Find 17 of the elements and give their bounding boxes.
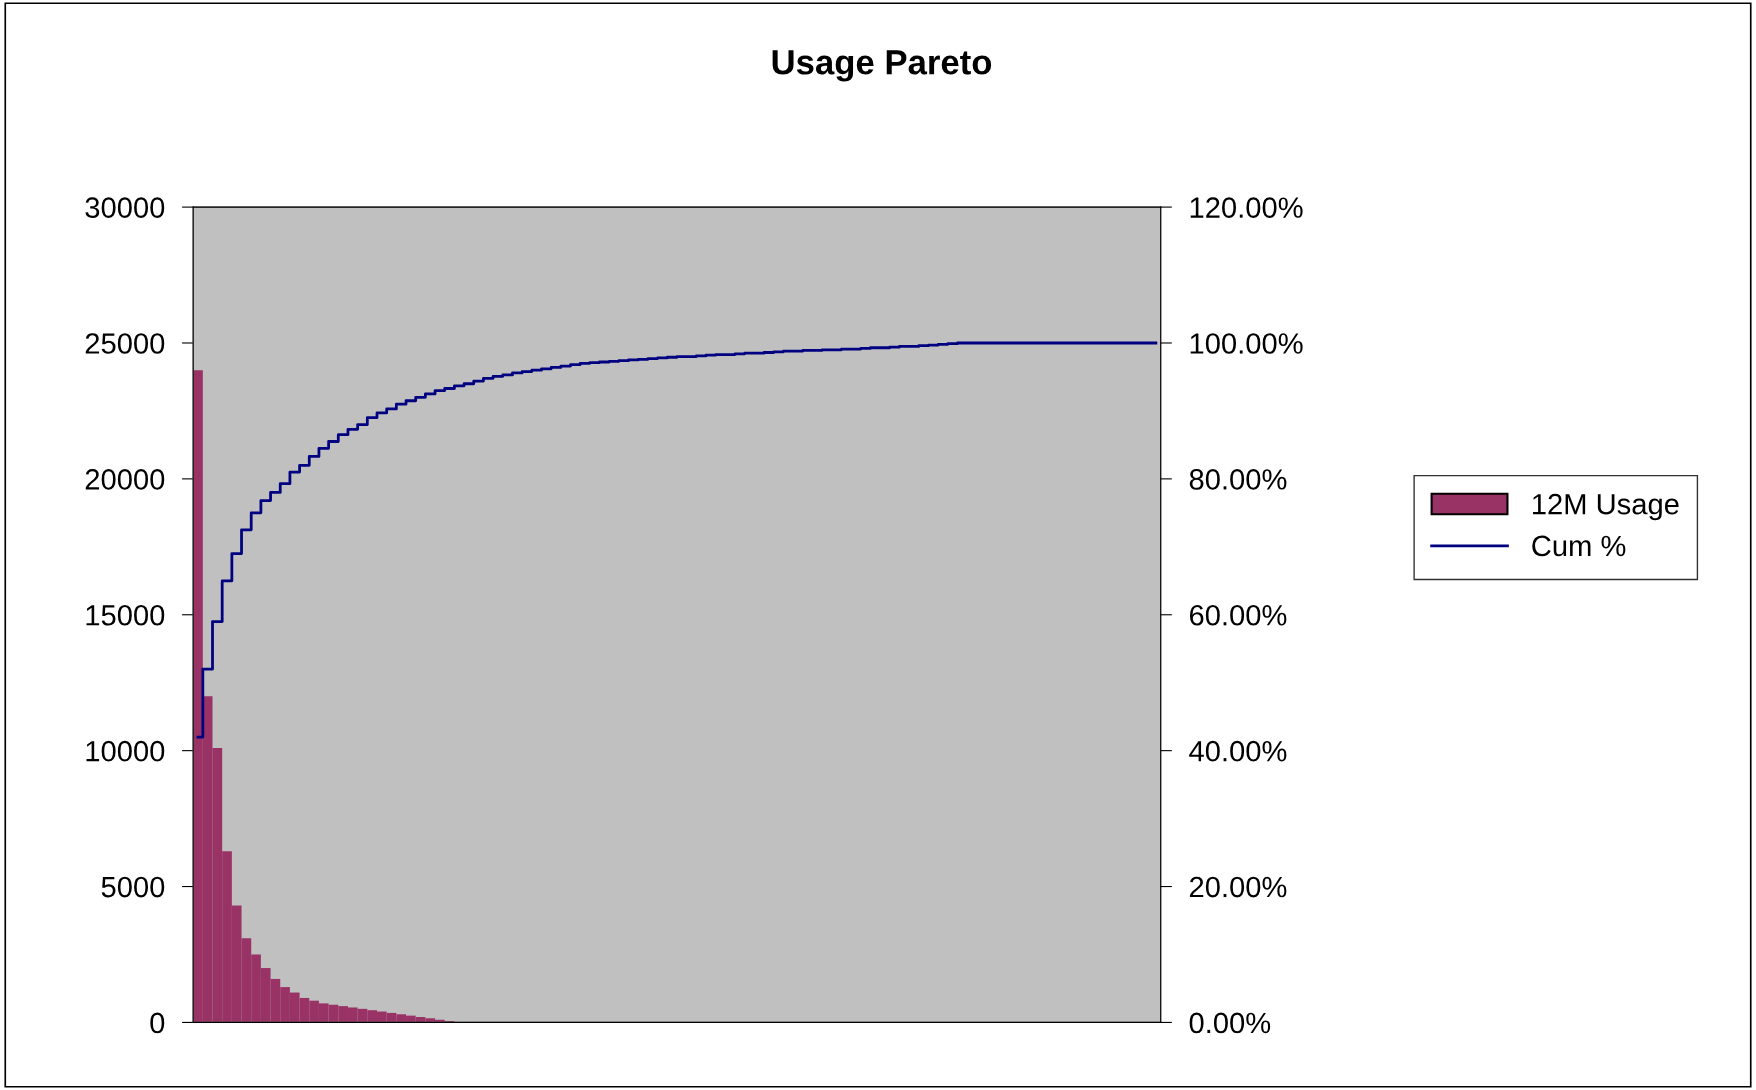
legend-label: Cum %	[1532, 535, 1626, 557]
y-tick-label: 0	[150, 1012, 165, 1034]
legend-label: 12M Usage	[1533, 493, 1679, 521]
y2-tick-label: 100.00%	[1190, 333, 1303, 354]
y-tick-label: 20000	[85, 469, 165, 490]
chart-title: Usage Pareto	[772, 50, 992, 82]
y2-tick-label: 40.00%	[1189, 740, 1287, 762]
y-tick-label: 25000	[85, 333, 165, 354]
y2-tick-label: 80.00%	[1189, 469, 1287, 490]
y2-tick-label: 0.00%	[1189, 1012, 1271, 1034]
y2-tick-label: 120.00%	[1190, 197, 1303, 218]
y-tick-label: 15000	[86, 604, 165, 626]
y-tick-label: 5000	[101, 876, 165, 898]
y2-tick-label: 20.00%	[1189, 876, 1287, 898]
y-tick-label: 30000	[85, 197, 165, 218]
y2-tick-label: 60.00%	[1189, 604, 1287, 626]
y-tick-label: 10000	[86, 740, 165, 762]
